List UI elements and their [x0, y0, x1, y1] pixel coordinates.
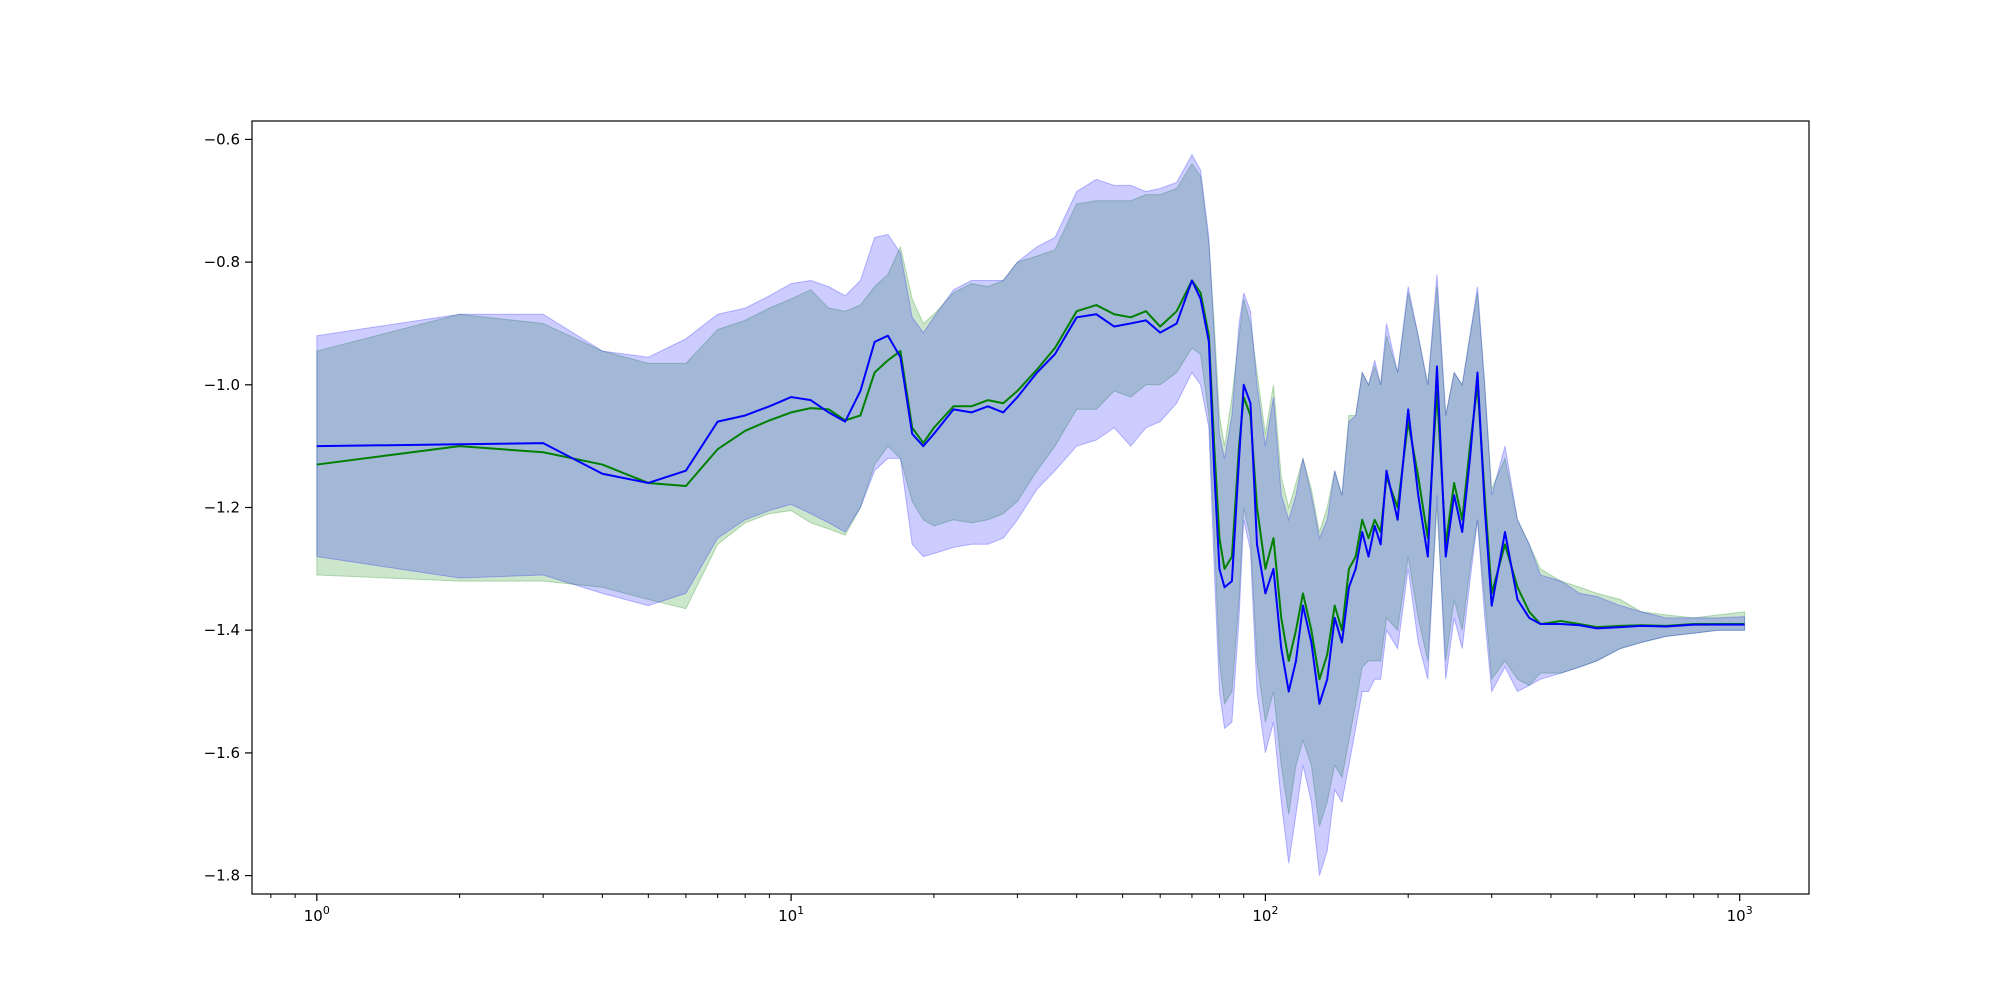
- x-tick-label: 103: [1727, 904, 1753, 925]
- y-tick-label: −0.8: [204, 253, 240, 271]
- x-tick-label: 102: [1252, 904, 1278, 925]
- y-tick-label: −0.6: [204, 130, 240, 148]
- y-tick-label: −1.8: [204, 867, 240, 885]
- y-tick-label: −1.6: [204, 744, 240, 762]
- y-tick-label: −1.0: [204, 376, 240, 394]
- y-axis: −0.6 −0.8 −1.0 −1.2 −1.4 −1.6 −1.8: [204, 130, 252, 885]
- y-tick-label: −1.4: [204, 621, 240, 639]
- confidence-bands: [316, 153, 1746, 876]
- plot-area: [316, 153, 1746, 876]
- x-tick-label: 101: [778, 904, 804, 925]
- series-lines: [316, 279, 1745, 705]
- x-tick-label: 100: [304, 904, 330, 925]
- x-axis: 100 101 102 103: [270, 894, 1753, 925]
- series-2-band: [316, 153, 1746, 876]
- series-1-band: [316, 163, 1746, 827]
- y-tick-label: −1.2: [204, 499, 240, 517]
- series-2-line: [316, 279, 1745, 705]
